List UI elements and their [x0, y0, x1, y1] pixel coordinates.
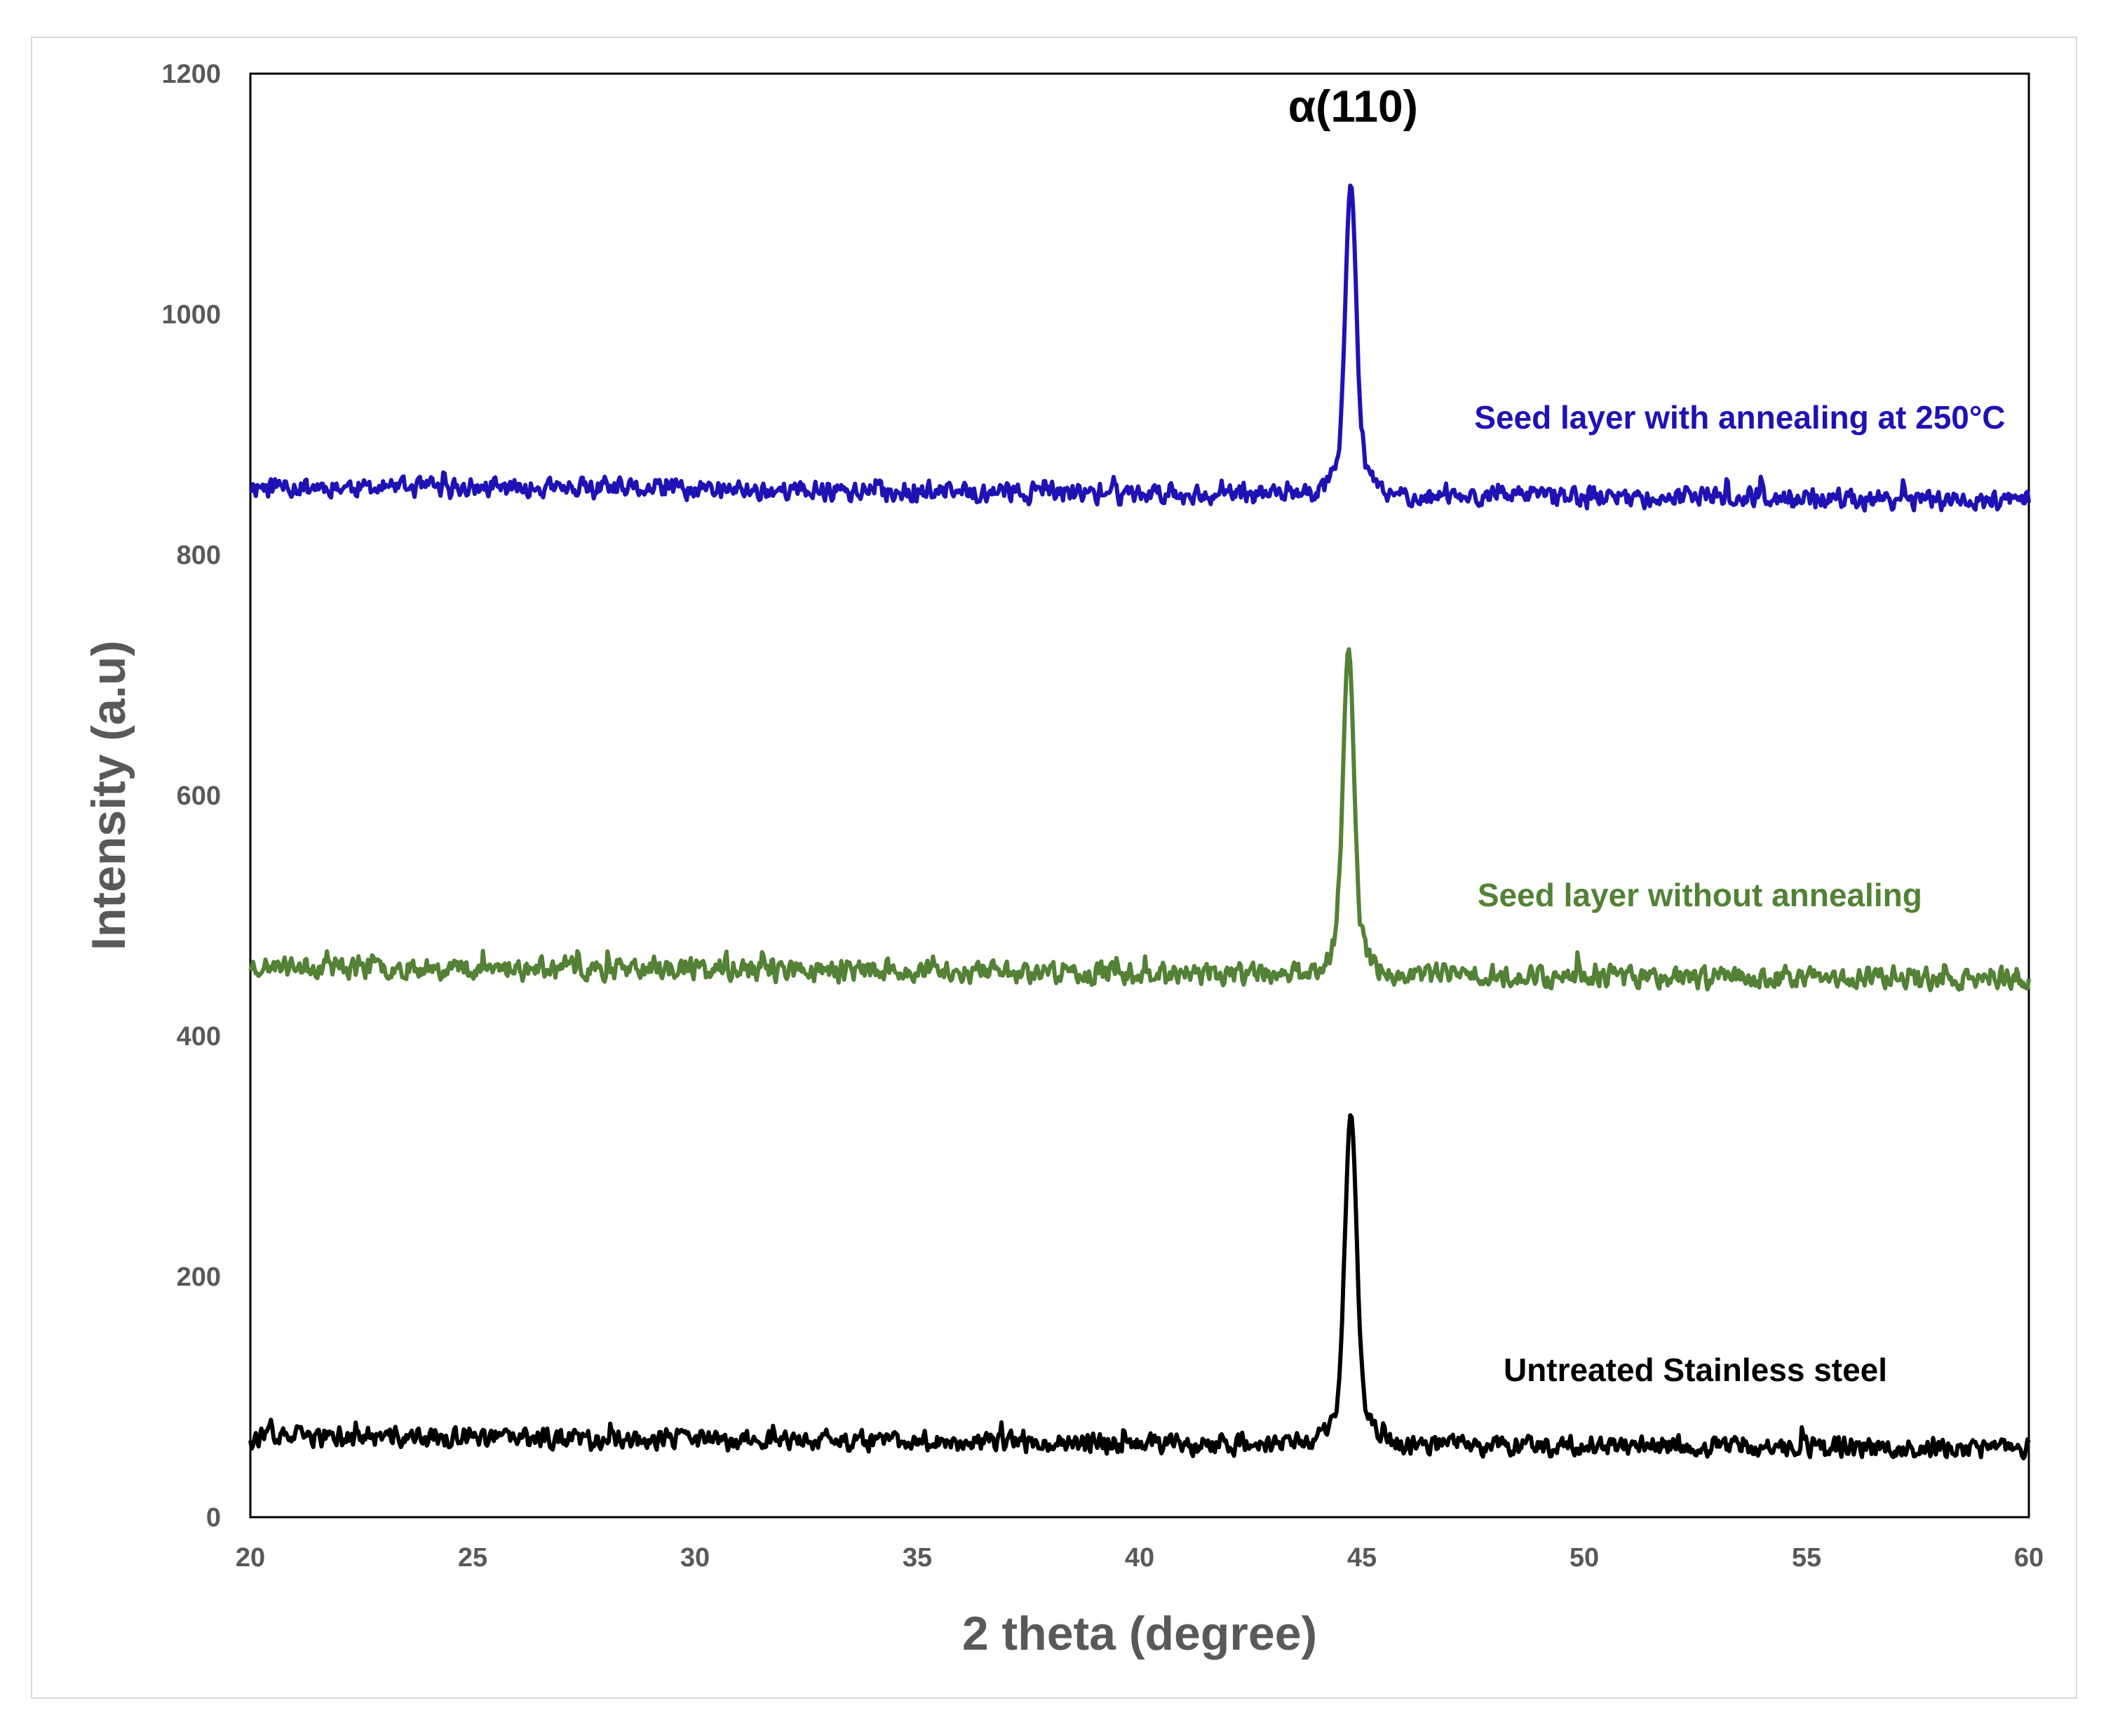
- series-line-0: [250, 183, 2031, 513]
- series-label-2: Untreated Stainless steel: [1504, 1352, 1887, 1388]
- y-axis-title: Intensity (a.u): [82, 640, 135, 950]
- labels-layer: Seed layer with annealing at 250°C Seed l…: [1288, 81, 2006, 1389]
- peak-annotation: α(110): [1288, 81, 1418, 132]
- plot-area: 0 200 400 600 800 1000 1200 20 25 30 35 40 45 50 55 60: [161, 60, 2044, 1573]
- x-tick-label: 25: [458, 1543, 487, 1573]
- plot-border: [249, 72, 2030, 1519]
- series-label-0: Seed layer with annealing at 250°C: [1474, 399, 2005, 436]
- y-tick-label: 1200: [161, 60, 221, 89]
- y-tick-label: 0: [206, 1503, 221, 1533]
- x-tick-label: 35: [903, 1543, 932, 1573]
- chart-frame: [31, 36, 2077, 1699]
- y-tick-label: 1000: [161, 300, 221, 330]
- y-tick-label: 400: [177, 1022, 221, 1051]
- series-layer: [248, 183, 2031, 1461]
- x-tick-label: 45: [1347, 1543, 1377, 1573]
- x-tick-label: 60: [2014, 1543, 2044, 1573]
- x-tick-label: 20: [236, 1543, 265, 1573]
- series-line-2: [248, 1113, 2031, 1461]
- x-tick-label: 30: [680, 1543, 710, 1573]
- y-tick-label: 600: [177, 781, 221, 811]
- series-line-1: [248, 647, 2031, 993]
- x-tick-label: 50: [1570, 1543, 1599, 1573]
- series-label-1: Seed layer without annealing: [1478, 877, 1922, 913]
- x-axis-title: 2 theta (degree): [962, 1607, 1317, 1660]
- y-tick-label: 800: [177, 541, 221, 570]
- x-tick-label: 55: [1792, 1543, 1821, 1573]
- x-tick-label: 40: [1125, 1543, 1154, 1573]
- y-tick-label: 200: [177, 1263, 221, 1292]
